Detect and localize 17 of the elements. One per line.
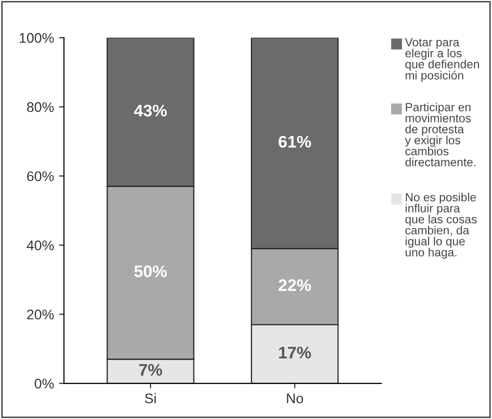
data-label: 43% [134,104,167,117]
y-tick-label: 60% [27,171,54,182]
data-label: 7% [139,364,162,376]
data-label: 17% [279,346,311,358]
legend-label: No es posible influir para que las cosas cambien, da igual lo que uno haga. [405,192,477,259]
y-tick-label: 40% [26,240,54,250]
legend-label: Participar en movimientos de protesta y exigir los cambios directamente. [404,102,476,166]
y-tick-label: 0% [34,378,54,389]
x-tick-label: No [287,394,304,404]
y-tick-label: 80% [27,102,54,112]
legend-label: Votar para elegir a los que defienden mi posición [404,38,479,82]
data-label: 61% [278,136,311,148]
data-label: 50% [134,265,167,278]
y-tick-label: 100% [20,33,54,43]
data-label: 22% [278,279,311,292]
x-tick-label: Si [144,393,156,404]
y-tick-label: 20% [27,310,54,320]
